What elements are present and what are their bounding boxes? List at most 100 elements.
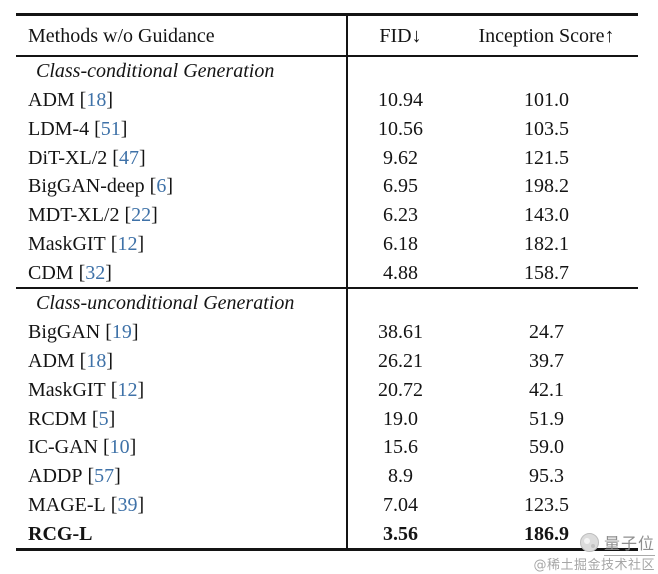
fid-value: 6.95 (383, 175, 418, 198)
fid-value: 3.56 (383, 522, 418, 545)
method-name: DiT-XL/2 (28, 146, 108, 169)
method-name: ADM (28, 349, 75, 372)
table-row: RCG-L 3.56 186.9 (16, 519, 638, 548)
citation-link[interactable]: 51 (100, 117, 121, 140)
method-cell: MaskGIT [12] (16, 234, 346, 254)
citation-link[interactable]: 39 (117, 493, 138, 516)
fid-value: 10.94 (378, 88, 423, 111)
citation-bracket-close: ] (106, 88, 114, 111)
table-row: LDM-4 [51] 10.56 103.5 (16, 114, 638, 143)
section-title-label: Class-unconditional Generation (36, 292, 295, 315)
inception-score-value: 42.1 (529, 378, 564, 401)
fid-value: 6.23 (383, 204, 418, 227)
inception-score-value: 39.7 (529, 349, 564, 372)
method-name: BigGAN (28, 321, 101, 344)
section-divider-rule (16, 287, 638, 289)
method-cell: CDM [32] (16, 263, 346, 283)
column-divider-line (346, 13, 348, 552)
method-cell: ADM [18] (16, 351, 346, 371)
citation-bracket-open: [ (89, 117, 101, 140)
header-inception-score: Inception Score↑ (478, 24, 615, 47)
citation-link[interactable]: 18 (86, 349, 107, 372)
citation-bracket-close: ] (166, 175, 173, 198)
citation-bracket-close: ] (151, 204, 158, 227)
citation-bracket-close: ] (137, 493, 145, 516)
watermark-brand-line: 量子位 (533, 530, 655, 556)
citation-link[interactable]: 10 (109, 436, 130, 459)
section-title-row: Class-unconditional Generation (16, 289, 638, 318)
section-title-label: Class-conditional Generation (36, 60, 275, 83)
citation-bracket-open: [ (74, 349, 87, 372)
inception-score-value: 101.0 (524, 88, 569, 111)
inception-score-value: 103.5 (524, 117, 569, 140)
fid-value: 7.04 (383, 493, 418, 516)
method-cell: RCG-L (16, 524, 346, 544)
citation-bracket-close: ] (105, 261, 112, 284)
citation-link[interactable]: 12 (117, 232, 138, 255)
fid-value: 38.61 (378, 321, 423, 344)
citation-bracket-close: ] (138, 146, 146, 169)
citation-link[interactable]: 5 (98, 407, 109, 430)
method-cell: LDM-4 [51] (16, 119, 346, 139)
citation-bracket-open: [ (119, 204, 132, 227)
method-cell: BigGAN-deep [6] (16, 176, 346, 196)
inception-score-value: 59.0 (529, 436, 564, 459)
table-row: CDM [32] 4.88 158.7 (16, 258, 638, 287)
method-cell: MaskGIT [12] (16, 380, 346, 400)
method-name: ADM (28, 88, 75, 111)
method-name: BigGAN-deep (28, 175, 145, 198)
inception-score-value: 95.3 (529, 465, 564, 488)
method-name: RCDM (28, 407, 87, 430)
citation-bracket-open: [ (100, 321, 112, 344)
citation-link[interactable]: 47 (118, 146, 139, 169)
method-cell: MDT-XL/2 [22] (16, 205, 346, 225)
citation-bracket-open: [ (74, 88, 87, 111)
table-bottom-rule (16, 548, 638, 552)
fid-value: 15.6 (383, 436, 418, 459)
fid-value: 20.72 (378, 378, 423, 401)
table-row: IC-GAN [10] 15.6 59.0 (16, 433, 638, 462)
citation-link[interactable]: 6 (156, 175, 167, 198)
citation-bracket-close: ] (131, 321, 139, 344)
method-cell: ADDP [57] (16, 466, 346, 486)
citation-link[interactable]: 19 (111, 321, 132, 344)
fid-value: 9.62 (383, 146, 418, 169)
citation-link[interactable]: 57 (94, 465, 115, 488)
method-cell: MAGE-L [39] (16, 495, 346, 515)
inception-score-value: 143.0 (524, 204, 569, 227)
inception-score-value: 182.1 (524, 232, 569, 255)
table-row: DiT-XL/2 [47] 9.62 121.5 (16, 143, 638, 172)
citation-bracket-open: [ (98, 436, 110, 459)
citation-link[interactable]: 12 (117, 378, 138, 401)
fid-value: 26.21 (378, 349, 423, 372)
table-row: ADM [18] 26.21 39.7 (16, 347, 638, 376)
citation-link[interactable]: 18 (86, 88, 107, 111)
citation-bracket-close: ] (129, 436, 137, 459)
method-cell: BigGAN [19] (16, 322, 346, 342)
table-row: MaskGIT [12] 20.72 42.1 (16, 375, 638, 404)
fid-value: 8.9 (388, 465, 413, 488)
fid-value: 6.18 (383, 232, 418, 255)
citation-bracket-open: [ (105, 232, 118, 255)
citation-bracket-open: [ (107, 146, 119, 169)
results-table: Methods w/o Guidance FID↓ Inception Scor… (16, 13, 638, 552)
table-row: MaskGIT [12] 6.18 182.1 (16, 230, 638, 259)
watermark-brand-text: 量子位 (603, 530, 655, 556)
fid-value: 10.56 (378, 117, 423, 140)
table-row: ADDP [57] 8.9 95.3 (16, 462, 638, 491)
citation-bracket-open: [ (105, 493, 118, 516)
inception-score-value: 123.5 (524, 493, 569, 516)
table-body: Class-conditional Generation ADM [18] 10.9… (16, 57, 638, 548)
qbitai-logo-icon (579, 533, 599, 552)
inception-score-value: 158.7 (524, 261, 569, 284)
inception-score-value: 121.5 (524, 146, 569, 169)
method-cell: IC-GAN [10] (16, 437, 346, 457)
method-cell: RCDM [5] (16, 409, 346, 429)
citation-link[interactable]: 32 (85, 261, 106, 284)
citation-link[interactable]: 22 (131, 204, 152, 227)
watermark-credit-text: @稀土掘金技术社区 (533, 558, 655, 573)
method-cell: DiT-XL/2 [47] (16, 148, 346, 168)
citation-bracket-open: [ (105, 378, 118, 401)
citation-bracket-close: ] (120, 117, 128, 140)
